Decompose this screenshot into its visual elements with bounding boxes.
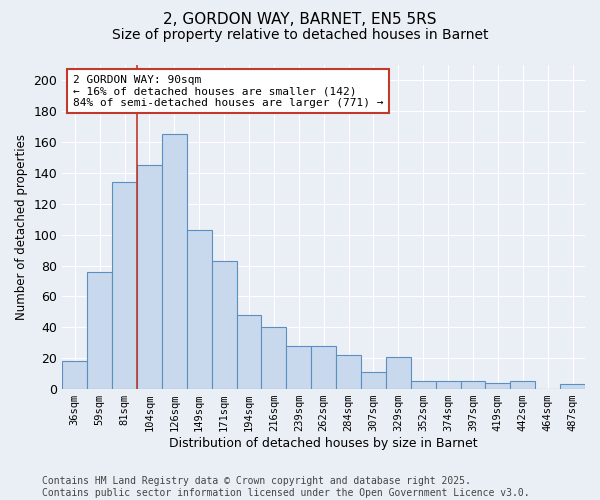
Bar [411, 382, 436, 389]
X-axis label: Distribution of detached houses by size in Barnet: Distribution of detached houses by size … [169, 437, 478, 450]
Bar [311, 346, 336, 389]
Bar [286, 346, 311, 389]
Text: Size of property relative to detached houses in Barnet: Size of property relative to detached ho… [112, 28, 488, 42]
Bar [386, 356, 411, 389]
Bar [262, 328, 286, 389]
Bar [511, 382, 535, 389]
Bar [112, 182, 137, 389]
Bar [336, 355, 361, 389]
Bar [187, 230, 212, 389]
Bar [162, 134, 187, 389]
Bar [62, 362, 87, 389]
Text: Contains HM Land Registry data © Crown copyright and database right 2025.
Contai: Contains HM Land Registry data © Crown c… [42, 476, 530, 498]
Text: 2 GORDON WAY: 90sqm
← 16% of detached houses are smaller (142)
84% of semi-detac: 2 GORDON WAY: 90sqm ← 16% of detached ho… [73, 74, 383, 108]
Bar [560, 384, 585, 389]
Bar [461, 382, 485, 389]
Bar [361, 372, 386, 389]
Bar [236, 315, 262, 389]
Y-axis label: Number of detached properties: Number of detached properties [15, 134, 28, 320]
Bar [212, 261, 236, 389]
Bar [137, 166, 162, 389]
Bar [87, 272, 112, 389]
Bar [436, 382, 461, 389]
Text: 2, GORDON WAY, BARNET, EN5 5RS: 2, GORDON WAY, BARNET, EN5 5RS [163, 12, 437, 28]
Bar [485, 383, 511, 389]
